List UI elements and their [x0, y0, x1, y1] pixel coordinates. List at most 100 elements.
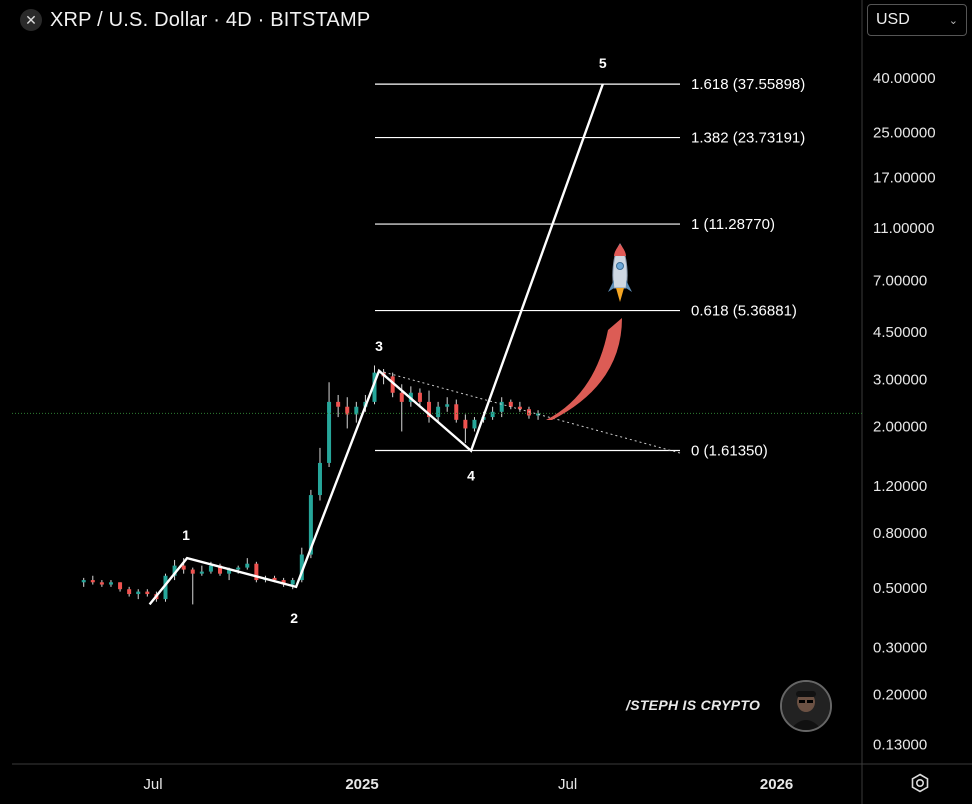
x-tick-label: 2026	[760, 776, 793, 793]
candle-body	[127, 589, 132, 595]
wave-label: 1	[182, 527, 190, 543]
rocket-trail	[546, 318, 622, 420]
wave-label: 5	[599, 55, 607, 71]
candle-body	[218, 565, 223, 574]
candle-body	[90, 580, 95, 583]
candle-body	[427, 401, 432, 418]
candle-body	[236, 567, 241, 570]
y-tick-label: 0.20000	[873, 687, 927, 704]
candle	[508, 399, 513, 410]
candle	[463, 414, 468, 444]
rocket-icon	[608, 243, 632, 302]
candle	[99, 580, 104, 587]
candle-body	[454, 404, 459, 420]
candle-body	[81, 580, 86, 583]
candle-body	[463, 419, 468, 429]
candle-body	[445, 404, 450, 407]
candle	[390, 372, 395, 398]
candle-body	[290, 580, 295, 585]
candle	[199, 565, 204, 576]
y-tick-label: 17.00000	[873, 169, 936, 186]
candle-body	[145, 591, 150, 595]
candle	[427, 390, 432, 423]
close-icon[interactable]: ✕	[20, 9, 42, 31]
y-tick-label: 4.50000	[873, 324, 927, 341]
y-tick-label: 11.00000	[873, 220, 934, 237]
candle	[172, 559, 177, 581]
chart-header: ✕ XRP / U.S. Dollar · 4D · BITSTAMP	[20, 6, 370, 34]
y-tick-label: 2.00000	[873, 419, 927, 436]
candle-body	[372, 372, 377, 402]
candle	[81, 577, 86, 587]
candle-body	[136, 591, 141, 595]
watermark-brand: /STEPH IS CRYPTO	[626, 697, 761, 713]
candle-body	[499, 401, 504, 412]
wave-label: 3	[375, 338, 383, 354]
candle	[190, 567, 195, 605]
candle	[354, 401, 359, 423]
candle-body	[417, 392, 422, 402]
y-tick-label: 40.00000	[873, 70, 936, 87]
fib-level-label: 0 (1.61350)	[691, 442, 768, 459]
candle	[127, 586, 132, 597]
candle-body	[245, 563, 250, 568]
fib-level-label: 1 (11.28770)	[691, 216, 775, 233]
candle-body	[536, 413, 541, 416]
candle	[317, 447, 322, 501]
avatar-icon	[780, 680, 832, 732]
candle-body	[354, 406, 359, 415]
candle-body	[399, 392, 404, 402]
candle	[327, 382, 332, 468]
candle-body	[390, 376, 395, 393]
candle-body	[208, 565, 213, 572]
candle	[454, 399, 459, 423]
gear-icon[interactable]	[905, 770, 935, 796]
rocket-window	[616, 262, 624, 270]
candle-body	[108, 582, 113, 585]
elliott-wave-path	[148, 83, 604, 606]
candle-body	[199, 571, 204, 574]
candle-body	[227, 569, 232, 574]
candle	[526, 406, 531, 419]
candle	[399, 384, 404, 432]
candle-body	[272, 577, 277, 581]
y-tick-label: 0.80000	[873, 525, 927, 542]
candle	[145, 589, 150, 597]
y-tick-label: 0.50000	[873, 580, 927, 597]
candle-body	[490, 411, 495, 418]
fib-level-label: 1.382 (23.73191)	[691, 130, 805, 147]
candle-body	[472, 419, 477, 429]
candle	[136, 589, 141, 600]
candle	[417, 388, 422, 407]
x-tick-label: Jul	[558, 776, 577, 793]
candle-body	[299, 554, 304, 581]
candle	[163, 573, 168, 602]
wave-label: 4	[467, 468, 475, 484]
candle	[90, 575, 95, 585]
candle-body	[190, 569, 195, 574]
candle-body	[436, 406, 441, 418]
candle-body	[281, 580, 286, 585]
candle	[436, 401, 441, 423]
y-tick-label: 0.30000	[873, 639, 927, 656]
candle-body	[345, 406, 350, 415]
y-tick-label: 25.00000	[873, 125, 936, 142]
candle	[536, 410, 541, 420]
candle-body	[308, 495, 313, 555]
currency-select[interactable]: USD ⌄	[867, 4, 967, 36]
y-tick-label: 1.20000	[873, 478, 927, 495]
chart-title: XRP / U.S. Dollar · 4D · BITSTAMP	[50, 8, 371, 31]
fib-level-label: 1.618 (37.55898)	[691, 76, 805, 93]
y-tick-label: 3.00000	[873, 371, 927, 388]
candle	[472, 417, 477, 432]
candle-body	[327, 401, 332, 463]
currency-value: USD	[876, 11, 910, 28]
candle-body	[99, 582, 104, 585]
x-tick-label: 2025	[345, 776, 378, 793]
rocket-flame	[616, 288, 624, 302]
candle-body	[118, 582, 123, 590]
wave-label: 2	[290, 610, 298, 626]
candle	[290, 577, 295, 590]
candle-body	[172, 565, 177, 576]
